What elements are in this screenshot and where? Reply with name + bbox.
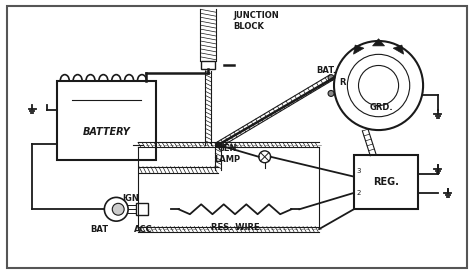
Polygon shape bbox=[373, 39, 384, 46]
Text: IGN: IGN bbox=[123, 195, 139, 203]
Circle shape bbox=[328, 90, 334, 96]
Circle shape bbox=[216, 142, 221, 147]
Bar bbox=[136, 203, 148, 215]
Text: BAT.: BAT. bbox=[316, 66, 337, 75]
Text: R: R bbox=[339, 78, 346, 87]
Text: JUNCTION
BLOCK: JUNCTION BLOCK bbox=[233, 12, 279, 31]
Polygon shape bbox=[393, 45, 403, 54]
Text: REG.: REG. bbox=[373, 177, 399, 187]
Text: 3: 3 bbox=[357, 168, 361, 174]
Bar bbox=[201, 61, 215, 69]
Bar bbox=[354, 155, 418, 209]
Bar bbox=[57, 81, 156, 160]
Text: BAT: BAT bbox=[91, 225, 109, 234]
Text: GEN.
LAMP: GEN. LAMP bbox=[214, 144, 240, 164]
Text: GRD.: GRD. bbox=[370, 103, 393, 112]
Circle shape bbox=[216, 142, 221, 147]
Text: RES. WIRE: RES. WIRE bbox=[211, 223, 259, 232]
Circle shape bbox=[328, 75, 334, 81]
Text: ACC: ACC bbox=[134, 225, 152, 234]
Text: 2: 2 bbox=[357, 190, 361, 196]
Text: BATTERY: BATTERY bbox=[82, 127, 130, 137]
Polygon shape bbox=[354, 45, 364, 54]
Circle shape bbox=[112, 203, 124, 215]
